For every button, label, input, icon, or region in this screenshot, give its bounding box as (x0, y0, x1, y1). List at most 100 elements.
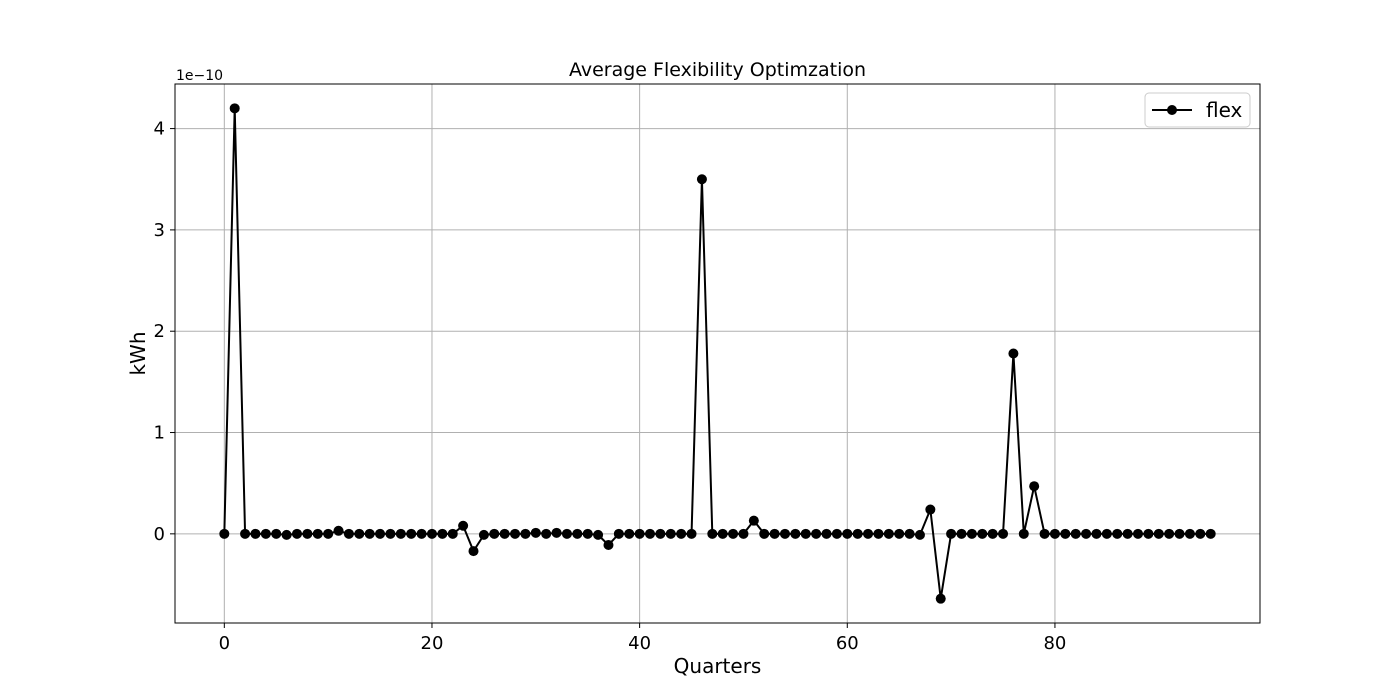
data-point (655, 528, 666, 539)
data-point (1153, 528, 1164, 539)
x-tick-label: 0 (219, 633, 230, 654)
data-point (956, 528, 967, 539)
data-point (696, 174, 707, 185)
x-tick-label: 60 (836, 633, 859, 654)
data-point (894, 528, 905, 539)
data-point (842, 528, 853, 539)
data-point (478, 529, 489, 540)
data-point (603, 539, 614, 550)
data-point (447, 528, 458, 539)
x-tick-label: 80 (1043, 633, 1066, 654)
data-point (1122, 528, 1133, 539)
data-point (779, 528, 790, 539)
data-point (510, 528, 521, 539)
data-point (406, 528, 417, 539)
data-point (1184, 528, 1195, 539)
data-point (914, 529, 925, 540)
data-point (229, 103, 240, 114)
data-point (1164, 528, 1175, 539)
data-point (1081, 528, 1092, 539)
data-point (987, 528, 998, 539)
plot-frame (174, 83, 1261, 624)
data-point (1018, 528, 1029, 539)
data-point (561, 528, 572, 539)
y-tick-label: 2 (154, 321, 165, 342)
data-point (271, 528, 282, 539)
data-point (375, 528, 386, 539)
x-tick-label: 20 (421, 633, 444, 654)
data-point (426, 528, 437, 539)
data-point (665, 528, 676, 539)
data-point (541, 528, 552, 539)
data-point (240, 528, 251, 539)
data-point (1049, 528, 1060, 539)
data-point (624, 528, 635, 539)
data-point (1008, 348, 1019, 359)
data-point (748, 515, 759, 526)
data-point (998, 528, 1009, 539)
data-point (800, 528, 811, 539)
x-axis-label: Quarters (674, 654, 762, 678)
data-point (811, 528, 822, 539)
legend-label-flex: flex (1206, 98, 1243, 122)
data-point (831, 528, 842, 539)
data-point (883, 528, 894, 539)
data-point (1039, 528, 1050, 539)
data-point (281, 529, 292, 540)
data-point (250, 528, 261, 539)
data-point (966, 528, 977, 539)
legend-marker (1167, 105, 1177, 115)
data-point (1133, 528, 1143, 539)
data-point (1195, 528, 1206, 539)
series-layer (219, 103, 1216, 604)
data-point (312, 528, 323, 539)
data-point (728, 528, 739, 539)
data-point (1205, 528, 1216, 539)
data-point (821, 528, 832, 539)
y-tick-label: 1 (154, 423, 165, 444)
data-point (1143, 528, 1154, 539)
data-point (925, 504, 936, 515)
data-point (292, 528, 302, 539)
axis-ticks: 0 20 40 60 80 0 1 2 3 4 (154, 119, 1067, 654)
data-point (946, 528, 957, 539)
data-point (1091, 528, 1102, 539)
y-axis-offset-label: 1e−10 (176, 68, 223, 84)
data-point (323, 528, 334, 539)
data-point (530, 527, 541, 538)
data-point (790, 528, 801, 539)
data-point (458, 520, 469, 531)
data-point (1174, 528, 1185, 539)
data-point (717, 528, 728, 539)
data-point (613, 528, 624, 539)
data-point (582, 528, 593, 539)
y-tick-label: 0 (154, 524, 165, 545)
data-point (707, 528, 718, 539)
data-point (904, 528, 915, 539)
data-point (645, 528, 656, 539)
data-point (520, 528, 531, 539)
legend-box (1144, 92, 1251, 128)
data-point (489, 528, 500, 539)
x-tick-label: 40 (628, 633, 651, 654)
y-tick-label: 3 (154, 220, 165, 241)
data-point (977, 528, 988, 539)
data-point (1112, 528, 1123, 539)
data-point (302, 528, 313, 539)
data-point (593, 529, 604, 540)
data-point (686, 528, 697, 539)
data-point (738, 528, 749, 539)
data-point (333, 525, 344, 536)
data-point (1029, 481, 1040, 492)
data-point (935, 593, 946, 604)
data-point (437, 528, 448, 539)
y-tick-label: 4 (154, 119, 165, 140)
data-point (873, 528, 884, 539)
data-point (551, 527, 562, 538)
data-point (759, 528, 770, 539)
data-point (260, 528, 271, 539)
data-point (343, 528, 354, 539)
legend: flex (1144, 92, 1251, 128)
